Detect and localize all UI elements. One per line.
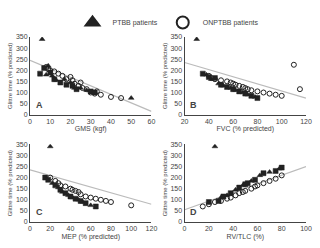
svg-text:100: 100 — [276, 118, 288, 125]
svg-text:150: 150 — [16, 185, 28, 192]
svg-text:80: 80 — [278, 225, 286, 232]
svg-text:300: 300 — [16, 45, 28, 52]
svg-text:250: 250 — [16, 56, 28, 63]
svg-text:250: 250 — [170, 163, 182, 170]
svg-text:250: 250 — [170, 56, 182, 63]
svg-text:350: 350 — [170, 33, 182, 40]
svg-text:0: 0 — [28, 118, 32, 125]
svg-text:250: 250 — [16, 163, 28, 170]
svg-text:0: 0 — [183, 225, 187, 232]
svg-text:50: 50 — [20, 207, 28, 214]
svg-text:Glittre time (% predicted): Glittre time (% predicted) — [162, 43, 168, 109]
svg-text:200: 200 — [170, 174, 182, 181]
svg-text:60: 60 — [229, 118, 237, 125]
svg-text:50: 50 — [174, 207, 182, 214]
svg-text:D: D — [190, 207, 197, 217]
svg-text:0: 0 — [178, 218, 182, 225]
svg-text:50: 50 — [174, 100, 182, 107]
svg-text:Glittre time (% predicted): Glittre time (% predicted) — [7, 150, 13, 216]
svg-text:20: 20 — [205, 225, 213, 232]
svg-text:Glittre time (% predicted): Glittre time (% predicted) — [7, 43, 13, 109]
svg-text:100: 100 — [170, 89, 182, 96]
svg-text:0: 0 — [28, 225, 32, 232]
svg-text:30: 30 — [87, 118, 95, 125]
svg-text:Glittre time (% predicted): Glittre time (% predicted) — [162, 150, 168, 216]
svg-text:350: 350 — [170, 141, 182, 148]
svg-text:300: 300 — [16, 152, 28, 159]
svg-text:60: 60 — [254, 225, 262, 232]
svg-text:150: 150 — [170, 78, 182, 85]
svg-text:200: 200 — [16, 174, 28, 181]
svg-text:10: 10 — [46, 118, 54, 125]
svg-text:0: 0 — [178, 111, 182, 118]
svg-text:40: 40 — [107, 118, 115, 125]
svg-text:40: 40 — [67, 225, 75, 232]
svg-text:300: 300 — [170, 152, 182, 159]
svg-text:150: 150 — [16, 78, 28, 85]
svg-text:100: 100 — [16, 196, 28, 203]
svg-text:100: 100 — [16, 89, 28, 96]
svg-text:MEP (% predicted): MEP (% predicted) — [61, 233, 120, 241]
svg-text:C: C — [36, 207, 43, 217]
svg-text:300: 300 — [170, 45, 182, 52]
svg-text:50: 50 — [20, 100, 28, 107]
svg-text:350: 350 — [16, 141, 28, 148]
svg-text:FVC (% predicted): FVC (% predicted) — [216, 125, 274, 133]
svg-text:A: A — [36, 100, 43, 110]
svg-text:20: 20 — [46, 225, 54, 232]
svg-text:120: 120 — [300, 118, 312, 125]
svg-text:100: 100 — [300, 225, 312, 232]
svg-text:0: 0 — [24, 218, 28, 225]
svg-text:PTBB patients: PTBB patients — [113, 19, 158, 27]
svg-text:B: B — [190, 100, 197, 110]
svg-text:0: 0 — [24, 111, 28, 118]
svg-text:80: 80 — [254, 118, 262, 125]
svg-text:120: 120 — [146, 225, 158, 232]
svg-text:100: 100 — [170, 196, 182, 203]
svg-text:20: 20 — [67, 118, 75, 125]
svg-text:RV/TLC (%): RV/TLC (%) — [226, 233, 264, 241]
svg-text:40: 40 — [205, 118, 213, 125]
svg-text:200: 200 — [170, 67, 182, 74]
svg-text:100: 100 — [125, 225, 137, 232]
svg-text:ONPTBB patients: ONPTBB patients — [203, 19, 259, 27]
svg-text:60: 60 — [87, 225, 95, 232]
svg-text:20: 20 — [181, 118, 189, 125]
svg-text:50: 50 — [127, 118, 135, 125]
svg-text:150: 150 — [170, 185, 182, 192]
svg-text:GMS (kgf): GMS (kgf) — [75, 125, 107, 133]
svg-text:200: 200 — [16, 67, 28, 74]
svg-text:80: 80 — [107, 225, 115, 232]
svg-text:40: 40 — [229, 225, 237, 232]
svg-text:60: 60 — [148, 118, 156, 125]
svg-text:350: 350 — [16, 33, 28, 40]
